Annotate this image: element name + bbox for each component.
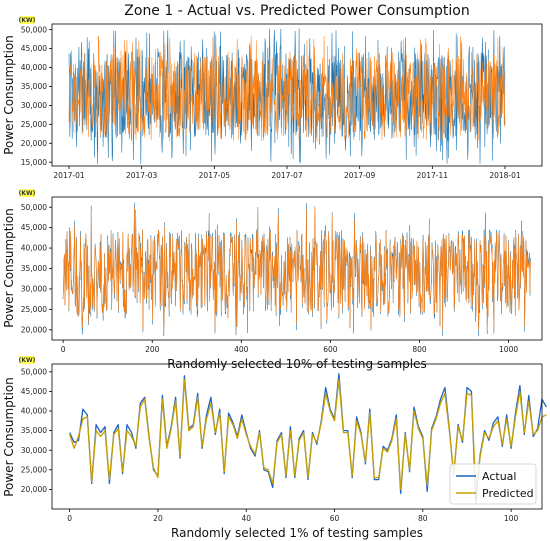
- y-tick-label: 20,000: [21, 485, 47, 494]
- plot-frame: [51, 196, 543, 341]
- x-tick-label: 200: [145, 345, 160, 354]
- series-line-predicted: [69, 379, 547, 491]
- series-line-predicted: [62, 206, 531, 331]
- y-axis-label: Power Consumption: [2, 377, 16, 497]
- unit-badge-bg: [19, 356, 35, 364]
- plot-frame: [51, 363, 543, 510]
- y-tick-label: 50,000: [21, 367, 47, 376]
- y-tick-label: 20,000: [21, 139, 47, 148]
- x-tick-label: 80: [418, 514, 428, 523]
- y-tick-label: 30,000: [21, 446, 47, 455]
- x-tick-label: 2017-11: [417, 171, 449, 180]
- x-tick-label: 0: [61, 345, 66, 354]
- panel-zone1-full-year: 15,000 20,000 25,000 30,000 35,000 40,000 45,0…: [2, 16, 543, 180]
- unit-badge: (KW): [19, 17, 36, 24]
- unit-badge: (KW): [19, 190, 36, 197]
- x-tick-label: 100: [504, 514, 519, 523]
- y-tick-label: 45,000: [21, 44, 47, 53]
- series-line-actual: [68, 28, 506, 165]
- legend-label-actual: Actual: [482, 470, 516, 483]
- x-tick-label: 40: [241, 514, 251, 523]
- x-tick-label: 2017-03: [126, 171, 158, 180]
- y-axis-label: Power Consumption: [2, 208, 16, 328]
- x-tick-label: 400: [234, 345, 249, 354]
- x-tick-label: 800: [412, 345, 427, 354]
- y-tick-label: 35,000: [21, 264, 47, 273]
- series-line-predicted: [68, 35, 506, 142]
- x-tick-label: 20: [153, 514, 163, 523]
- y-tick-label: 20,000: [21, 325, 47, 334]
- y-tick-label: 15,000: [21, 158, 47, 167]
- y-tick-label: 45,000: [21, 223, 47, 232]
- y-tick-label: 40,000: [21, 63, 47, 72]
- unit-badge-bg: [19, 189, 35, 197]
- y-tick-label: 40,000: [21, 407, 47, 416]
- x-tick-label: 60: [330, 514, 340, 523]
- x-tick-label: 2017-01: [53, 171, 85, 180]
- y-tick-label: 30,000: [21, 285, 47, 294]
- legend-label-predicted: Predicted: [482, 487, 534, 500]
- panel-10pct-samples: 20,000 25,000 30,000 35,000 40,000 45,000 50,0…: [2, 189, 543, 371]
- x-tick-label: 2017-07: [271, 171, 303, 180]
- y-tick-label: 45,000: [21, 387, 47, 396]
- chart-title: Zone 1 - Actual vs. Predicted Power Cons…: [124, 3, 469, 19]
- y-tick-label: 50,000: [21, 203, 47, 212]
- plot-frame: [51, 23, 543, 167]
- x-axis-label: Randomly selected 1% of testing samples: [171, 526, 423, 540]
- x-tick-label: 2017-09: [344, 171, 376, 180]
- panel-1pct-samples: 20,000 25,000 30,000 35,000 40,000 45,000 50,0…: [2, 356, 547, 540]
- x-tick-label: 2017-05: [199, 171, 231, 180]
- y-tick-label: 25,000: [21, 465, 47, 474]
- x-tick-label: 600: [323, 345, 338, 354]
- x-tick-label: 2018-01: [489, 171, 521, 180]
- y-tick-label: 40,000: [21, 244, 47, 253]
- unit-badge: (KW): [19, 357, 36, 364]
- unit-badge-bg: [19, 16, 35, 24]
- y-tick-label: 35,000: [21, 426, 47, 435]
- x-tick-label: 0: [67, 514, 72, 523]
- y-axis-label: Power Consumption: [2, 35, 16, 155]
- y-tick-label: 25,000: [21, 305, 47, 314]
- y-tick-label: 30,000: [21, 101, 47, 110]
- y-tick-label: 25,000: [21, 120, 47, 129]
- x-tick-label: 1000: [499, 345, 518, 354]
- y-tick-label: 35,000: [21, 82, 47, 91]
- legend-box: [449, 463, 537, 505]
- y-tick-label: 50,000: [21, 25, 47, 34]
